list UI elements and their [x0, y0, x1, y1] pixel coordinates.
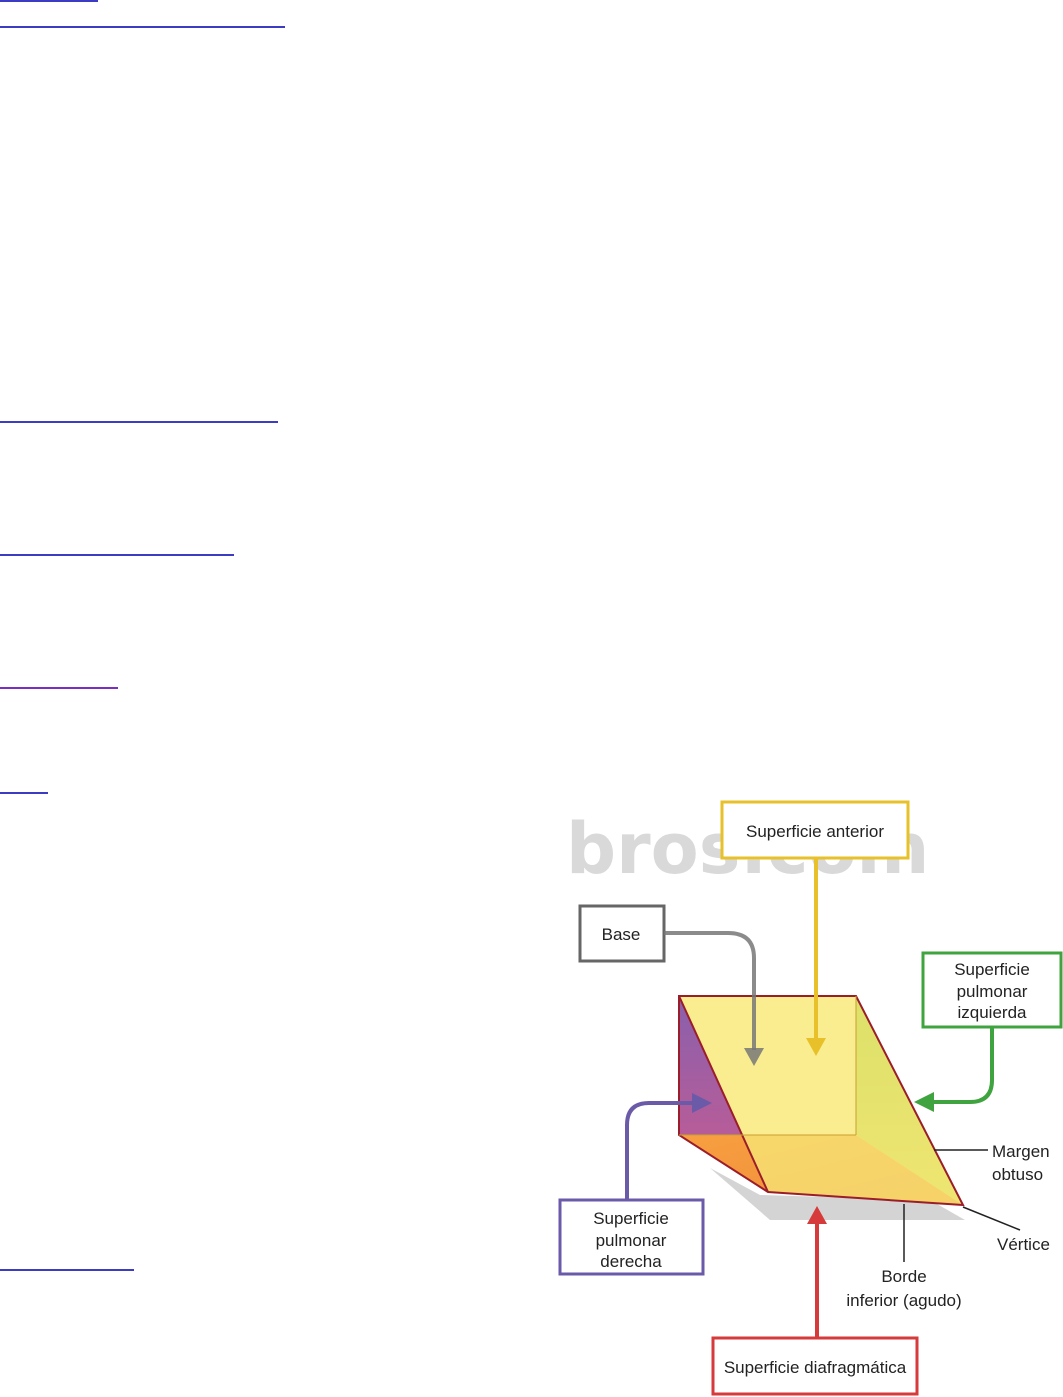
- right-lung-label-2: pulmonar: [596, 1231, 667, 1250]
- right-lung-label-3: derecha: [600, 1252, 662, 1271]
- base-label: Base: [602, 925, 641, 944]
- link-underline-5[interactable]: [0, 687, 118, 689]
- left-lung-label-box: [921, 951, 1063, 1029]
- prism-outline: [678, 995, 965, 1207]
- shadow: [710, 1168, 965, 1220]
- left-lung-arrow-line: [932, 1027, 994, 1104]
- link-underline-2[interactable]: [0, 26, 285, 28]
- right-lung-label-1: Superficie: [593, 1209, 669, 1228]
- right-lung-label-box: [558, 1198, 705, 1276]
- base-arrow-head: [744, 1048, 764, 1066]
- link-underline-7[interactable]: [0, 1269, 134, 1271]
- prism-edge-1: [678, 995, 769, 1193]
- right-lung-arrow-head: [692, 1093, 712, 1113]
- left-lung-arrow-head: [914, 1092, 934, 1112]
- base-arrow-line: [664, 931, 756, 1050]
- right-lung-arrow-line: [625, 1101, 694, 1200]
- left-lung-label-3: izquierda: [958, 1003, 1028, 1022]
- diaphragm-label-box: [711, 1336, 919, 1396]
- vertex-label: Vértice: [997, 1235, 1050, 1254]
- left-lung-label-2: pulmonar: [957, 982, 1028, 1001]
- obtuse-margin-label-2: obtuso: [992, 1165, 1043, 1184]
- diaphragm-label: Superficie diafragmática: [724, 1358, 907, 1377]
- link-underline-6[interactable]: [0, 792, 48, 794]
- vertex-leader: [962, 1206, 1021, 1231]
- obtuse-margin-label-1: Margen: [992, 1142, 1050, 1161]
- border-label-2: inferior (agudo): [846, 1291, 961, 1310]
- link-underline-4[interactable]: [0, 554, 234, 556]
- diaphragm-arrow-head: [807, 1206, 827, 1224]
- link-underline-3[interactable]: [0, 421, 278, 423]
- link-underline-1[interactable]: [0, 0, 98, 2]
- anterior-arrow-head: [806, 1038, 826, 1056]
- left-lung-label-1: Superficie: [954, 960, 1030, 979]
- base-label-box: [578, 904, 666, 963]
- anterior-label: Superficie anterior: [746, 822, 884, 841]
- border-label-1: Borde: [881, 1267, 926, 1286]
